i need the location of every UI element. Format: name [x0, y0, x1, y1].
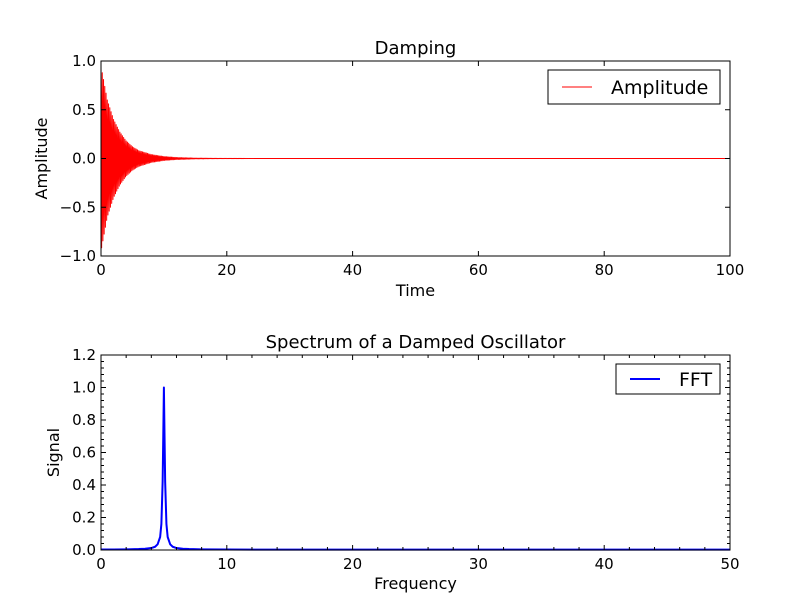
x-tick-label: 20	[217, 261, 236, 279]
x-tick-label: 40	[343, 261, 362, 279]
x-tick-label: 80	[595, 261, 614, 279]
series-line-amplitude	[100, 65, 731, 249]
y-tick-label: 1.0	[72, 379, 96, 397]
y-axis-label: Signal	[44, 428, 63, 477]
chart-title: Spectrum of a Damped Oscillator	[266, 332, 566, 353]
y-tick-label: 0.5	[72, 101, 96, 119]
y-tick-label: −1.0	[60, 247, 96, 265]
y-tick-label: 0.8	[72, 411, 96, 429]
y-tick-label: 1.0	[72, 52, 96, 70]
x-tick-label: 40	[595, 555, 614, 573]
y-tick-label: 0.0	[72, 541, 96, 559]
legend-label: Amplitude	[611, 77, 708, 99]
x-tick-label: 0	[96, 555, 106, 573]
y-tick-label: 0.0	[72, 150, 96, 168]
legend: Amplitude	[547, 69, 721, 105]
x-tick-label: 60	[469, 261, 488, 279]
x-tick-label: 10	[217, 555, 236, 573]
chart-panel-1: 0 20 40 60 80 100 −1.0 −0.5 0.0 0.5 1.0 Damping Time…	[32, 38, 744, 300]
x-tick-label: 20	[343, 555, 362, 573]
x-tick-label: 50	[720, 555, 739, 573]
y-tick-label: −0.5	[60, 198, 96, 216]
y-tick-label: 0.2	[72, 509, 96, 527]
chart-title: Damping	[375, 38, 457, 59]
x-tick-label: 100	[716, 261, 745, 279]
x-tick-label: 30	[469, 555, 488, 573]
legend-box	[547, 69, 721, 105]
y-axis-label: Amplitude	[32, 118, 51, 200]
x-axis-label: Time	[395, 281, 435, 300]
y-tick-label: 1.2	[72, 346, 96, 364]
x-axis-label: Frequency	[374, 574, 457, 593]
chart-panel-2: 0 10 20 30 40 50 0.0 0.2 0.4 0.6 0.8 1.0 1.2 Spectrum…	[44, 332, 740, 593]
legend-label: FFT	[679, 369, 713, 391]
y-tick-label: 0.6	[72, 444, 96, 462]
legend: FFT	[615, 363, 721, 395]
x-tick-label: 0	[96, 261, 106, 279]
y-tick-label: 0.4	[72, 476, 96, 494]
